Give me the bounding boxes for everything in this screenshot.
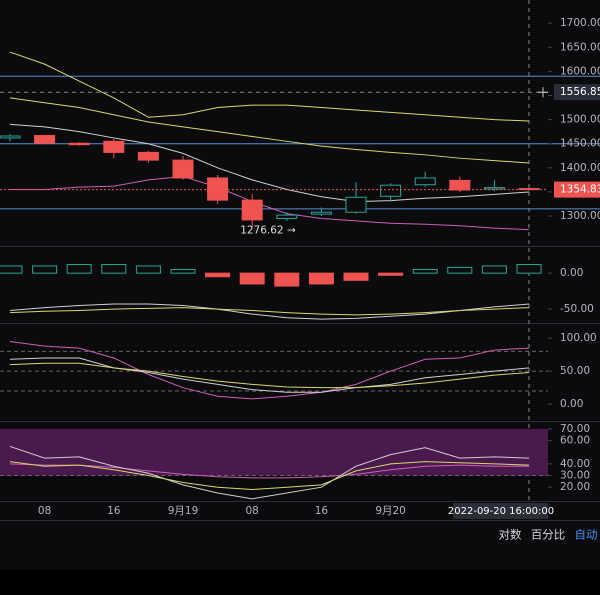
candle-body: [241, 199, 263, 221]
histogram-bar: [274, 272, 300, 287]
histogram-bar: [516, 264, 542, 274]
candle-body: [172, 159, 194, 179]
toolbar-button[interactable]: 百分比: [531, 528, 566, 542]
indicator-line: [9, 307, 530, 316]
histogram-bar: [308, 272, 334, 285]
candle-body: [414, 177, 436, 186]
histogram-bar: [0, 265, 23, 274]
indicator-line: [9, 303, 530, 320]
last-price-box: [554, 181, 600, 198]
histogram-bar: [412, 269, 438, 274]
crosshair-time-box: [453, 503, 548, 519]
candle-body: [483, 187, 505, 190]
y-tick-label: 1450.00: [560, 138, 600, 150]
toolbar-button[interactable]: 自动: [575, 528, 598, 542]
y-tick-label: 1400.00: [560, 162, 600, 174]
candle-body: [310, 211, 332, 215]
candle-body: [0, 135, 21, 139]
candle-body: [137, 151, 159, 161]
indicator-line: [9, 445, 530, 500]
x-tick-label: 9月20: [375, 505, 406, 517]
indicator-line: [9, 123, 530, 203]
y-tick-label: 30.00: [560, 470, 590, 482]
histogram-bar: [447, 266, 473, 274]
histogram-bar: [343, 272, 369, 281]
indicator-line: [9, 357, 530, 393]
candle-body: [103, 140, 125, 153]
bottom-strip: [0, 570, 600, 595]
indicator-line: [9, 51, 530, 122]
histogram-bar: [170, 269, 196, 274]
indicator-line: [9, 461, 530, 491]
candle-body: [34, 135, 56, 144]
cursor-plus: [538, 87, 548, 98]
last-price-label: 1354.83: [560, 184, 600, 196]
y-tick-label: 100.00: [560, 332, 597, 344]
x-tick-label: 16: [315, 505, 329, 517]
indicator-line: [9, 463, 529, 479]
y-tick-label: 1300.00: [560, 210, 600, 222]
crosshair-price-label: 1556.85: [560, 86, 600, 98]
crosshair-price-box: [554, 84, 600, 101]
toolbar-button[interactable]: 对数: [499, 528, 522, 542]
histogram-bar: [239, 272, 265, 285]
indicator-line: [10, 176, 530, 231]
histogram-bar: [101, 264, 127, 274]
y-tick-label: 1650.00: [560, 41, 600, 53]
histogram-bar: [66, 264, 92, 274]
y-tick-label: 40.00: [560, 458, 590, 470]
candle-body: [380, 184, 402, 197]
x-tick-label: 9月19: [168, 505, 199, 517]
histogram-bar: [32, 265, 58, 274]
candle-body: [207, 177, 229, 201]
candle-body: [68, 142, 90, 146]
indicator-line: [9, 340, 530, 400]
y-tick-label: 1700.00: [560, 17, 600, 29]
x-tick-label: 08: [246, 505, 259, 517]
candle-body: [276, 214, 298, 219]
y-tick-label: 70.00: [560, 423, 590, 435]
crosshair-time-label: 2022-09-20 16:00:00: [448, 506, 554, 517]
y-tick-label: 1500.00: [560, 114, 600, 126]
y-tick-label: 50.00: [560, 365, 590, 377]
indicator-line: [9, 362, 530, 389]
y-tick-label: 20.00: [560, 481, 590, 493]
y-tick-label: 1600.00: [560, 65, 600, 77]
candle-body: [449, 179, 471, 191]
histogram-bar: [205, 272, 231, 278]
x-tick-label: 16: [107, 505, 121, 517]
candle-body: [345, 196, 367, 213]
low-label: 1276.62 →: [240, 224, 296, 236]
histogram-bar: [378, 272, 404, 276]
y-tick-label: 0.00: [560, 398, 583, 410]
histogram-bar: [481, 265, 507, 274]
band: [0, 428, 548, 476]
x-tick-label: 08: [38, 505, 51, 517]
indicator-line: [9, 97, 530, 164]
y-tick-label: 0.00: [560, 267, 583, 279]
y-tick-label: -50.00: [560, 303, 594, 315]
y-tick-label: 60.00: [560, 435, 590, 447]
histogram-bar: [135, 265, 161, 274]
